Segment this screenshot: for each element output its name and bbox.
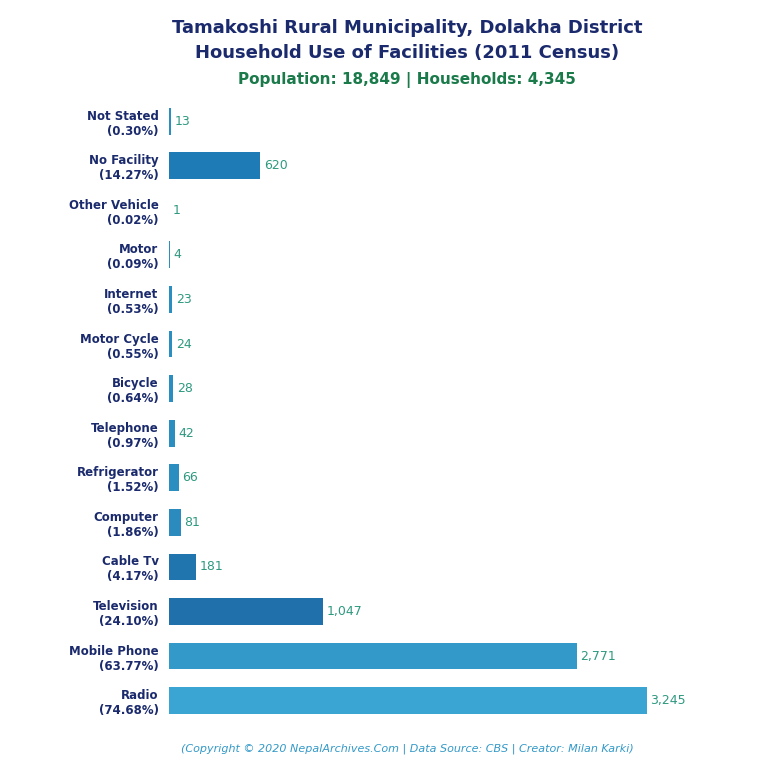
Text: Population: 18,849 | Households: 4,345: Population: 18,849 | Households: 4,345 bbox=[238, 72, 576, 88]
Text: 620: 620 bbox=[264, 159, 288, 172]
Bar bbox=[169, 643, 577, 670]
Text: 13: 13 bbox=[174, 114, 190, 127]
Text: Tamakoshi Rural Municipality, Dolakha District: Tamakoshi Rural Municipality, Dolakha Di… bbox=[172, 19, 642, 37]
Bar bbox=[169, 598, 323, 625]
Bar bbox=[169, 420, 175, 446]
Bar bbox=[169, 376, 173, 402]
Text: 4: 4 bbox=[174, 248, 181, 261]
Text: 24: 24 bbox=[176, 337, 192, 350]
Text: 1,047: 1,047 bbox=[326, 605, 362, 618]
Bar bbox=[169, 286, 172, 313]
Bar bbox=[169, 331, 173, 357]
Bar bbox=[169, 554, 196, 581]
Text: 81: 81 bbox=[184, 516, 200, 529]
Text: 23: 23 bbox=[176, 293, 192, 306]
Text: (Copyright © 2020 NepalArchives.Com | Data Source: CBS | Creator: Milan Karki): (Copyright © 2020 NepalArchives.Com | Da… bbox=[180, 743, 634, 754]
Bar bbox=[169, 687, 647, 714]
Text: 2,771: 2,771 bbox=[581, 650, 616, 663]
Bar bbox=[169, 465, 179, 491]
Bar bbox=[169, 108, 170, 134]
Text: 181: 181 bbox=[199, 561, 223, 574]
Bar bbox=[169, 152, 260, 179]
Text: Household Use of Facilities (2011 Census): Household Use of Facilities (2011 Census… bbox=[195, 44, 619, 61]
Text: 1: 1 bbox=[173, 204, 180, 217]
Text: 28: 28 bbox=[177, 382, 193, 395]
Text: 3,245: 3,245 bbox=[650, 694, 686, 707]
Text: 66: 66 bbox=[182, 472, 198, 485]
Bar bbox=[169, 509, 181, 536]
Text: 42: 42 bbox=[179, 427, 194, 439]
